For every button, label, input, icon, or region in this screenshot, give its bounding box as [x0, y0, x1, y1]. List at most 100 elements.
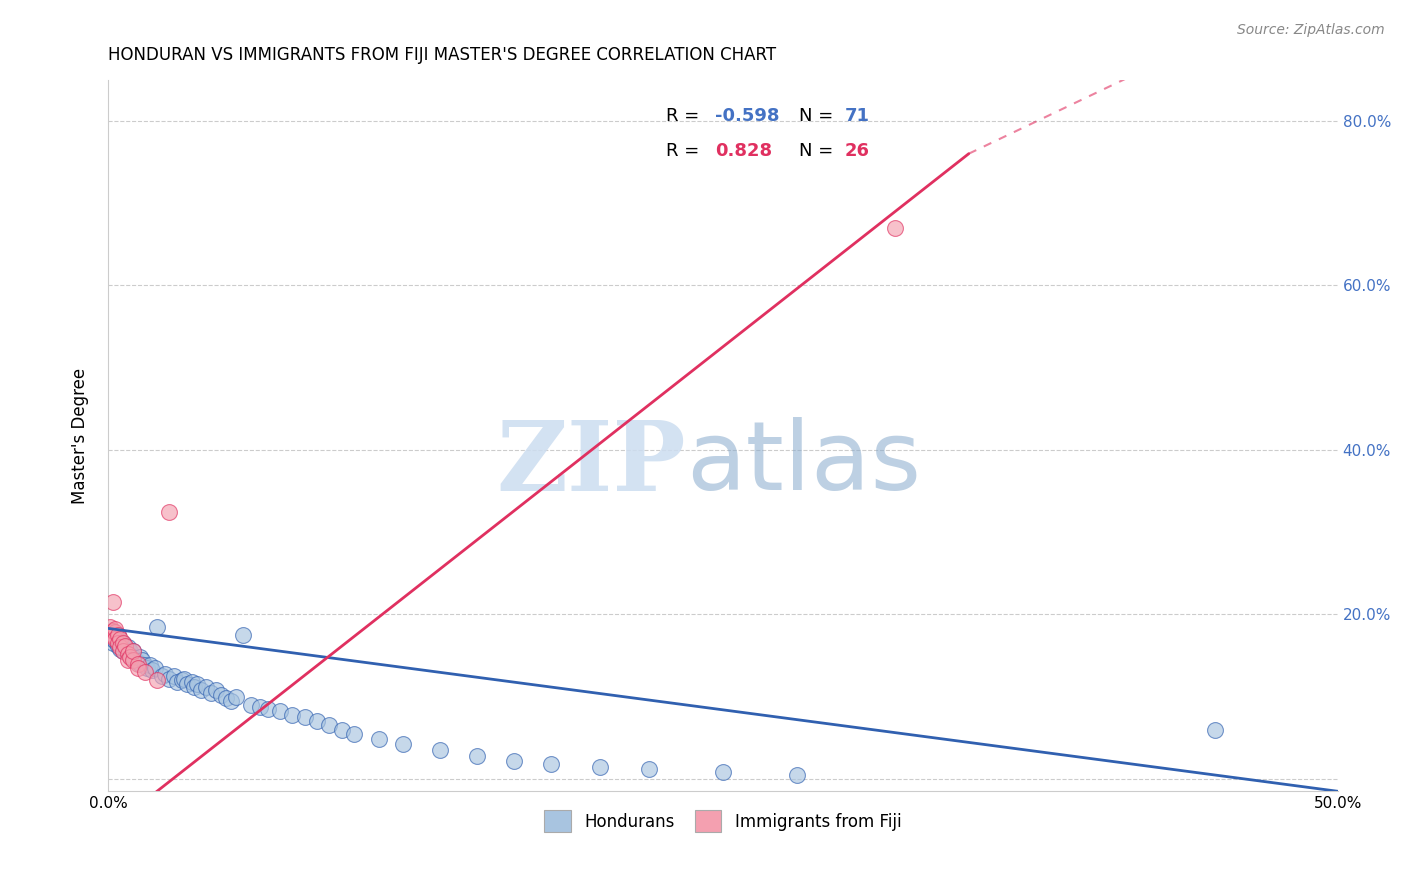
Text: atlas: atlas — [686, 417, 921, 510]
Point — [1204, 723, 1226, 737]
Point — [465, 748, 488, 763]
Point — [183, 680, 205, 694]
Point — [190, 683, 212, 698]
Point — [232, 628, 254, 642]
Point — [117, 653, 139, 667]
Point — [101, 595, 124, 609]
Point — [101, 632, 124, 646]
Point — [305, 714, 328, 729]
Text: ZIP: ZIP — [496, 417, 686, 511]
Point — [111, 636, 134, 650]
Point — [120, 644, 142, 658]
Point — [215, 691, 238, 706]
Point — [139, 658, 162, 673]
Point — [186, 677, 208, 691]
Point — [104, 631, 127, 645]
Point — [110, 642, 132, 657]
Point — [111, 644, 134, 658]
Point — [153, 666, 176, 681]
Point — [163, 669, 186, 683]
Point — [170, 673, 193, 688]
Point — [127, 655, 149, 669]
Point — [269, 705, 291, 719]
Point — [127, 661, 149, 675]
Point — [294, 710, 316, 724]
Point — [502, 754, 524, 768]
Point — [281, 707, 304, 722]
Y-axis label: Master's Degree: Master's Degree — [72, 368, 89, 503]
Point — [121, 650, 143, 665]
Point — [107, 636, 129, 650]
Point — [318, 718, 340, 732]
Text: R =: R = — [666, 107, 706, 126]
Point — [540, 757, 562, 772]
Point — [249, 699, 271, 714]
Point — [127, 657, 149, 671]
Point — [429, 743, 451, 757]
Point — [330, 723, 353, 737]
Point — [146, 620, 169, 634]
Point — [107, 639, 129, 653]
Point — [121, 644, 143, 658]
Point — [100, 628, 122, 642]
Point — [134, 665, 156, 679]
Point — [110, 632, 132, 646]
Point — [117, 644, 139, 658]
Text: 26: 26 — [845, 143, 869, 161]
Point — [100, 628, 122, 642]
Point — [107, 628, 129, 642]
Point — [110, 640, 132, 655]
Point — [104, 632, 127, 646]
Point — [117, 647, 139, 661]
Point — [173, 672, 195, 686]
Point — [101, 636, 124, 650]
Point — [239, 698, 262, 712]
Point — [176, 677, 198, 691]
Text: N =: N = — [799, 143, 839, 161]
Point — [120, 648, 142, 663]
Text: 71: 71 — [845, 107, 869, 126]
Point — [121, 653, 143, 667]
Point — [110, 633, 132, 648]
Point — [205, 683, 228, 698]
Point — [114, 639, 136, 653]
Point — [101, 624, 124, 638]
Point — [209, 688, 232, 702]
Text: 0.828: 0.828 — [716, 143, 772, 161]
Point — [343, 727, 366, 741]
Point — [107, 628, 129, 642]
Point — [638, 762, 661, 776]
Point — [159, 672, 181, 686]
Text: R =: R = — [666, 143, 711, 161]
Text: HONDURAN VS IMMIGRANTS FROM FIJI MASTER'S DEGREE CORRELATION CHART: HONDURAN VS IMMIGRANTS FROM FIJI MASTER'… — [108, 46, 776, 64]
Point — [143, 661, 166, 675]
Point — [104, 625, 127, 640]
Point — [141, 664, 163, 678]
Point — [124, 653, 146, 667]
Point — [711, 765, 734, 780]
Point — [225, 690, 247, 704]
Point — [100, 620, 122, 634]
Point — [166, 674, 188, 689]
Point — [136, 661, 159, 675]
Point — [589, 759, 612, 773]
Text: Source: ZipAtlas.com: Source: ZipAtlas.com — [1237, 23, 1385, 37]
Text: N =: N = — [799, 107, 839, 126]
Point — [101, 628, 124, 642]
Point — [111, 644, 134, 658]
Point — [195, 680, 218, 694]
Point — [367, 732, 389, 747]
Point — [392, 738, 415, 752]
Point — [219, 694, 242, 708]
Point — [200, 685, 222, 699]
Point — [786, 768, 808, 782]
Point — [111, 636, 134, 650]
Point — [120, 650, 142, 665]
Point — [121, 644, 143, 658]
Point — [129, 657, 152, 671]
Point — [114, 642, 136, 657]
Point — [134, 658, 156, 673]
Point — [114, 639, 136, 653]
Point — [257, 702, 280, 716]
Point — [150, 669, 173, 683]
